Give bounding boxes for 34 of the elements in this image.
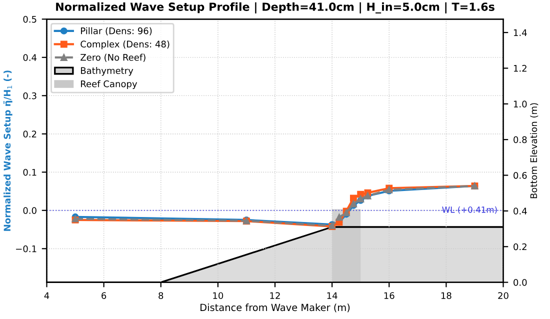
x-tick-label: 4 — [44, 292, 50, 299]
y2-axis-title: Bottom Elevation (m) — [530, 103, 538, 198]
y-tick-label: 0.5 — [23, 16, 36, 23]
x-tick-label: 10 — [213, 292, 224, 300]
y2-tick-label: 0.2 — [514, 243, 526, 250]
legend-label: Zero (No Reef) — [80, 54, 146, 62]
x-tick-label: 12 — [270, 292, 280, 299]
y-tick-label: 0.1 — [23, 168, 36, 176]
y2-tick-label: 1.4 — [514, 29, 527, 36]
x-tick-label: 8 — [158, 292, 164, 300]
y2-tick-label: 1.0 — [514, 100, 527, 108]
y-tick-label: 0.4 — [23, 54, 37, 61]
x-tick-label: 20 — [498, 292, 508, 300]
y2-tick-label: 0.4 — [514, 208, 527, 215]
x-tick-label: 14 — [327, 292, 338, 299]
y-tick-label: −0.1 — [16, 245, 36, 252]
x-tick-label: 16 — [384, 292, 394, 300]
chart-title: Normalized Wave Setup Profile | Depth=41.0cm | H_in=5.0cm | T=1.6s — [56, 2, 494, 14]
y-tick-label: 0.0 — [23, 207, 36, 214]
legend-label: Bathymetry — [81, 67, 134, 76]
y-tick-label: 0.3 — [23, 92, 36, 100]
legend-label: Complex (Dens: 48) — [80, 40, 170, 50]
x-tick-label: 6 — [102, 292, 106, 300]
y-axis-title: Normalized Wave Setup η̄/H$_{1}$ (-) — [4, 70, 12, 231]
y-tick-label: 0.2 — [23, 130, 36, 138]
ref-line-label: WL (+0.41m) — [442, 206, 497, 214]
y2-tick-label: 0.6 — [514, 172, 527, 179]
y2-tick-label: 0.0 — [514, 279, 527, 286]
x-axis-title: Distance from Wave Maker (m) — [200, 304, 350, 312]
legend-label: Pillar (Dens: 96) — [81, 27, 152, 36]
y2-tick-label: 0.8 — [514, 136, 527, 144]
legend-label: Reef Canopy — [81, 80, 138, 90]
x-tick-label: 18 — [441, 292, 452, 300]
y2-tick-label: 1.2 — [514, 64, 526, 72]
